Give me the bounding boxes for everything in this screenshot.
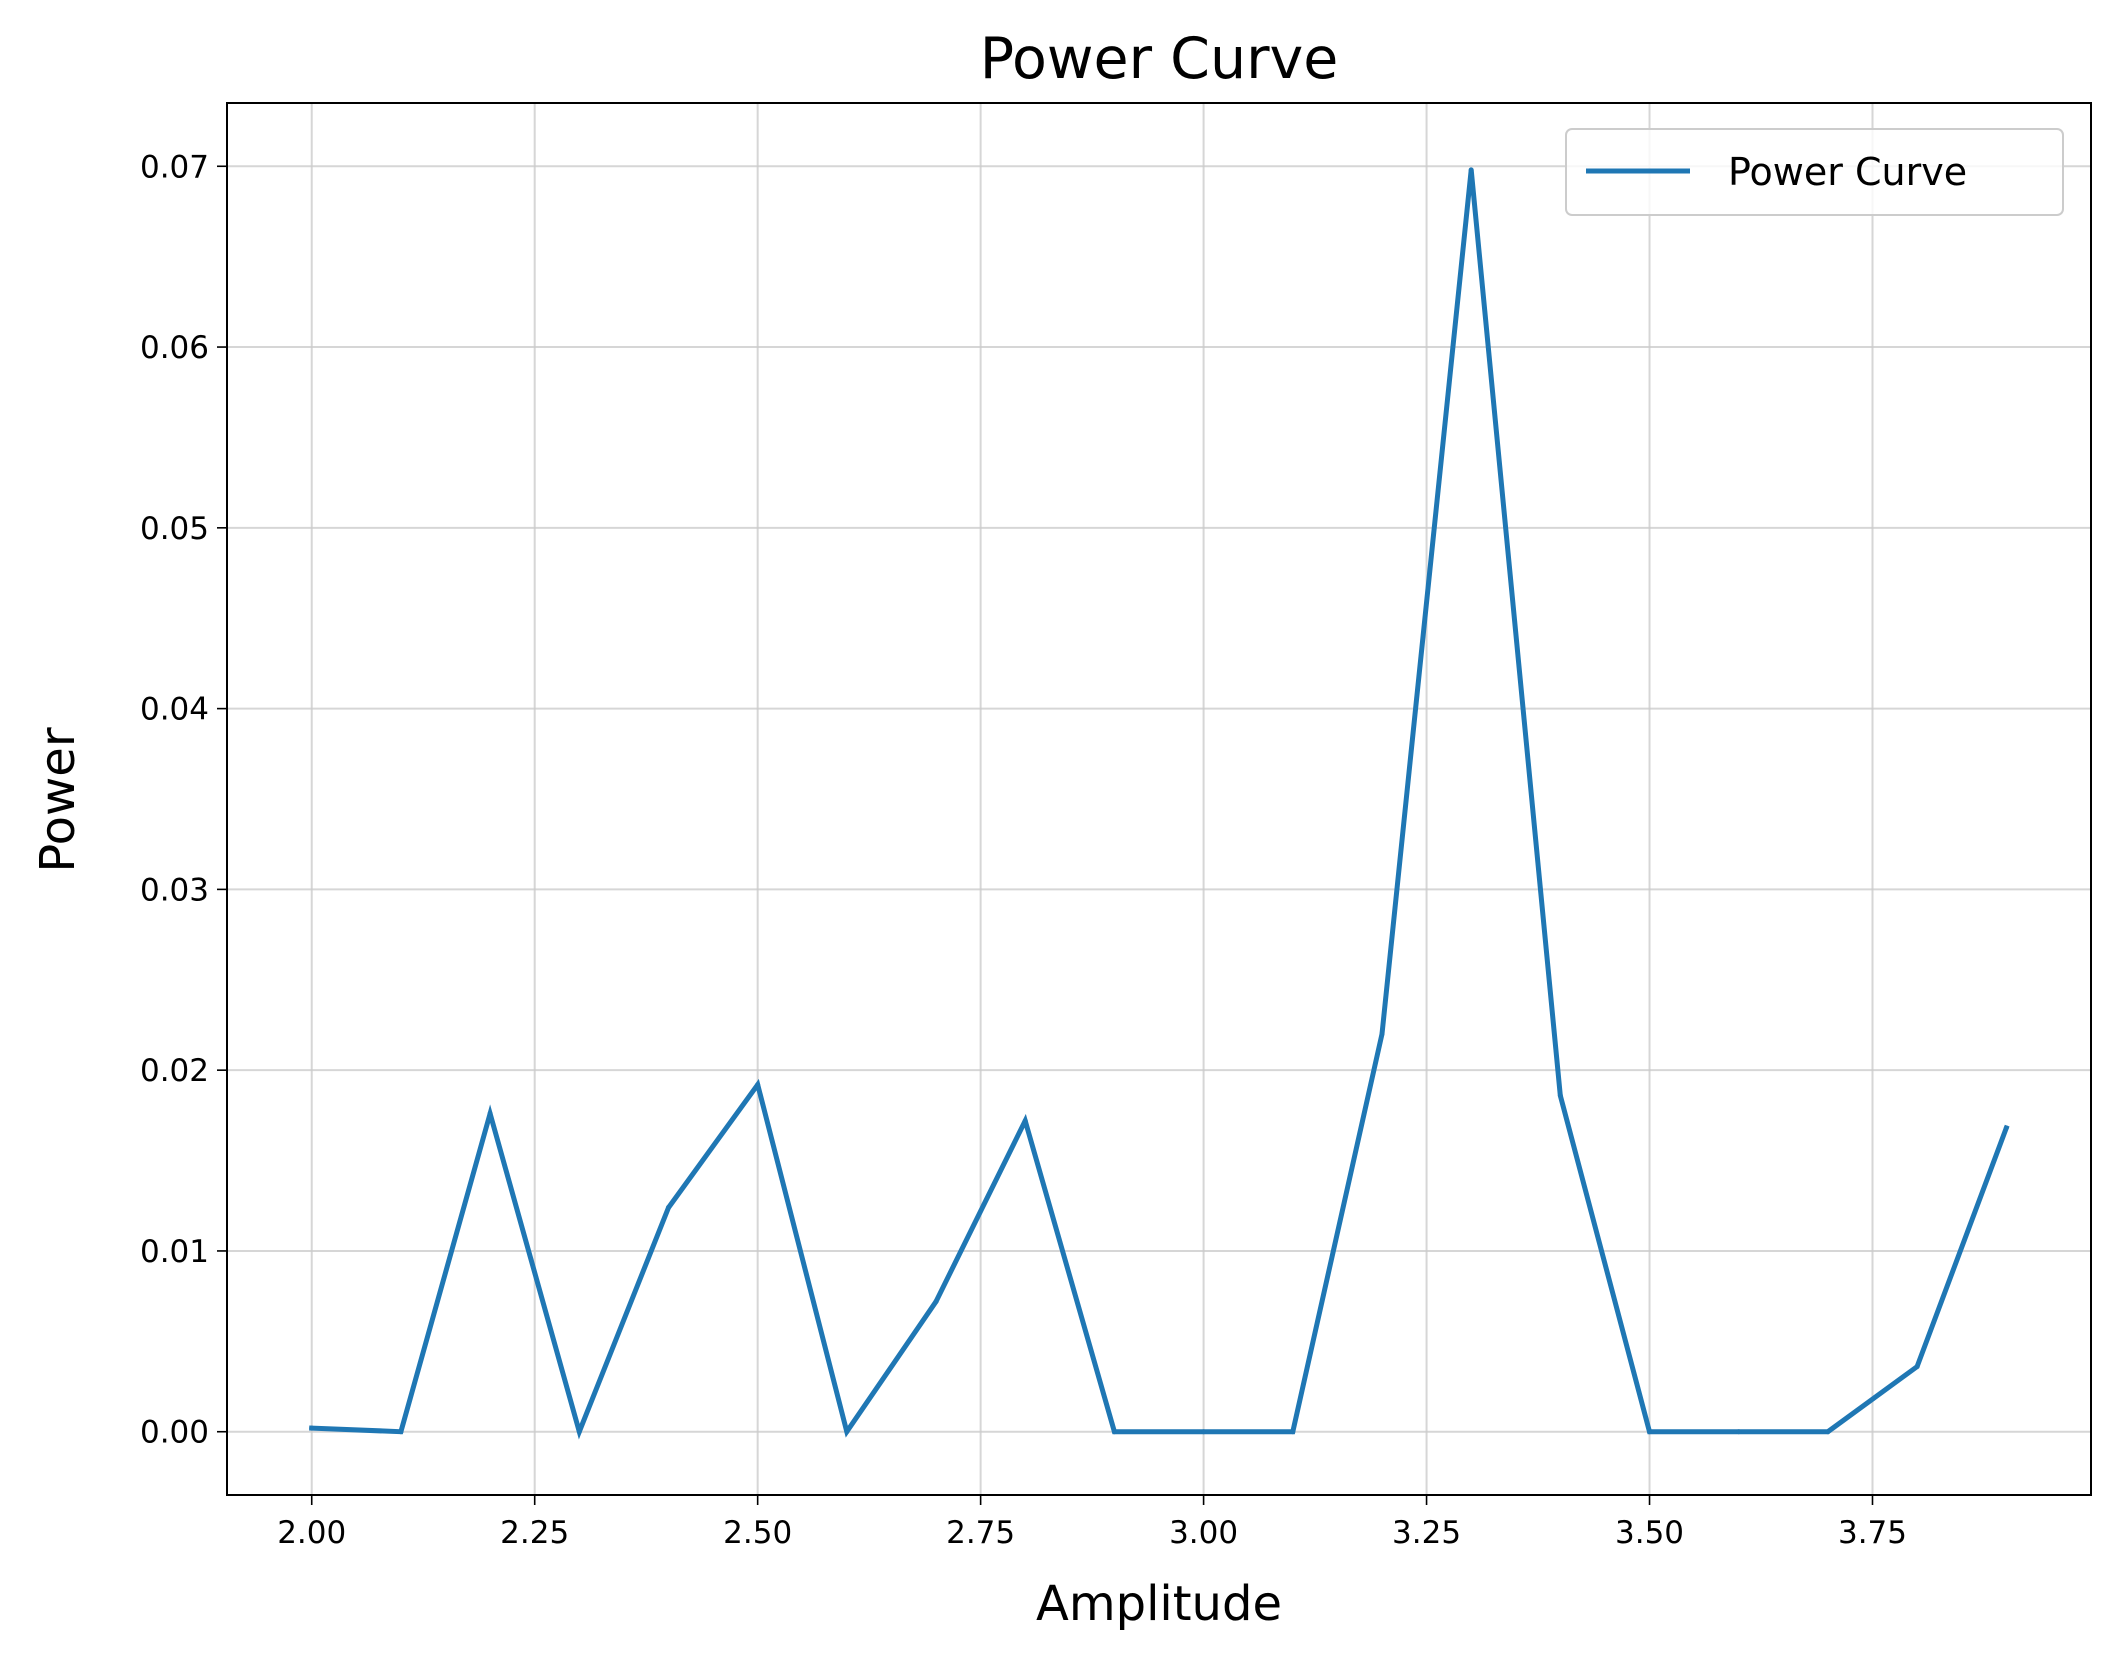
data-point (309, 1425, 315, 1431)
x-tick-label: 2.50 (723, 1515, 792, 1551)
data-point (1468, 167, 1474, 173)
y-tick-label: 0.05 (140, 511, 209, 547)
data-point (665, 1205, 671, 1211)
data-point (933, 1299, 939, 1305)
data-point (1290, 1429, 1296, 1435)
data-point (1914, 1364, 1920, 1370)
data-point (844, 1429, 850, 1435)
x-tick-label: 2.75 (946, 1515, 1015, 1551)
x-tick-label: 2.00 (277, 1515, 346, 1551)
y-axis-label: Power (30, 727, 86, 872)
data-point (576, 1429, 582, 1435)
data-point (1201, 1429, 1207, 1435)
y-tick-label: 0.03 (140, 872, 209, 908)
data-point (1825, 1429, 1831, 1435)
y-tick-label: 0.01 (140, 1234, 209, 1270)
x-tick-label: 2.25 (500, 1515, 569, 1551)
data-point (755, 1082, 761, 1088)
x-axis-label: Amplitude (1036, 1576, 1282, 1632)
x-tick-label: 3.25 (1392, 1515, 1461, 1551)
legend-label: Power Curve (1728, 150, 1967, 194)
data-point (1557, 1092, 1563, 1098)
plot-frame (226, 102, 2092, 1496)
y-tick-label: 0.06 (140, 330, 209, 366)
data-point (2003, 1125, 2009, 1131)
data-point (1379, 1031, 1385, 1037)
y-tick-label: 0.04 (140, 692, 209, 728)
data-point (1647, 1429, 1653, 1435)
y-tick-label: 0.07 (140, 149, 209, 185)
data-point (1736, 1429, 1742, 1435)
series-line-0 (309, 169, 2010, 1440)
data-point (1022, 1118, 1028, 1124)
legend: Power Curve (1565, 128, 2064, 216)
data-point (1111, 1429, 1117, 1435)
plot-series (309, 167, 2010, 1440)
legend-box (1565, 128, 2064, 216)
y-tick-label: 0.00 (140, 1415, 209, 1451)
grid-lines (227, 103, 2091, 1495)
x-tick-label: 3.50 (1615, 1515, 1684, 1551)
x-tick-label: 3.75 (1838, 1515, 1907, 1551)
y-tick-label: 0.02 (140, 1053, 209, 1089)
data-point (398, 1429, 404, 1435)
data-point (487, 1111, 493, 1117)
chart-title: Power Curve (980, 26, 1339, 92)
axis-ticks: 2.00 2.25 2.50 2.75 3.00 3.25 3.50 3.75 0.00 0.01… (140, 149, 1907, 1551)
x-tick-label: 3.00 (1169, 1515, 1238, 1551)
